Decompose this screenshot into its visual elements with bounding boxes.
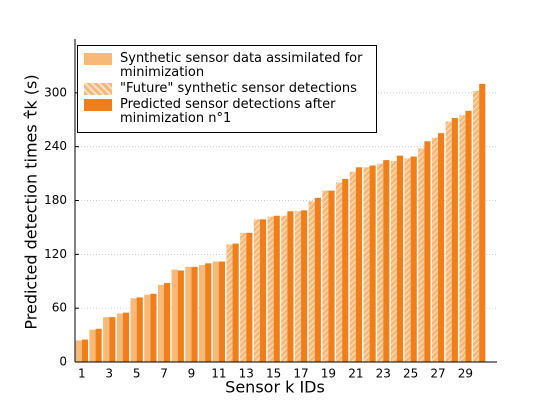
x-tick-label: 5 [133,367,141,381]
bar [451,117,458,362]
legend-swatch [84,53,112,65]
bar [465,110,472,363]
bar [459,115,466,362]
bar [431,137,439,362]
x-axis-title: Sensor k IDs [225,378,325,397]
x-tick-label: 13 [239,367,254,381]
bar [109,317,116,362]
bar [355,167,363,362]
legend-label: Synthetic sensor data assimilated for mi… [120,51,363,80]
bar [273,215,280,362]
bar [259,219,267,362]
bar [89,329,96,362]
x-tick-label: 1 [78,367,86,381]
bar [335,182,343,362]
bar [198,265,206,362]
bar [287,211,294,362]
bar [191,266,198,362]
x-tick-label: 21 [348,367,363,381]
legend-swatch [84,99,112,111]
bar [328,190,335,362]
bar [253,219,260,362]
y-tick-label: 240 [44,139,67,153]
bar [294,211,302,362]
bar [314,197,321,362]
bar [164,283,171,362]
bar [130,298,137,362]
bar [308,201,315,362]
bar [246,232,253,362]
bar [445,121,452,363]
x-tick-label: 11 [211,367,226,381]
x-tick-label: 17 [293,367,308,381]
bar [438,133,445,362]
bar [205,263,212,362]
x-tick-label: 27 [430,367,445,381]
bar [75,340,82,362]
bar [369,165,376,362]
x-tick-label: 19 [321,367,336,381]
y-tick-label: 180 [44,193,67,207]
legend-entry: Predicted sensor detections after minimi… [84,98,370,126]
bar [301,210,308,362]
y-axis-title: Predicted detection times τ̂k (s) [22,74,41,329]
bar [122,312,130,362]
bar [136,297,143,362]
legend-label: "Future" synthetic sensor detections [120,81,357,96]
bar [232,243,239,362]
bar [363,167,370,362]
bar [150,293,157,362]
bar [157,284,165,362]
x-tick-label: 25 [403,367,418,381]
bar [322,190,329,362]
x-tick-label: 15 [266,367,281,381]
legend-swatch [84,83,112,95]
bar [418,148,425,362]
legend-label: Predicted sensor detections after minimi… [120,97,336,126]
bar [342,178,349,362]
bar [81,339,89,362]
bar [472,91,480,363]
bar [410,156,417,362]
bar [95,328,102,362]
bar [396,155,404,362]
bar [424,141,431,362]
x-tick-label: 23 [376,367,391,381]
x-tick-label: 29 [458,367,473,381]
bar [349,171,356,362]
bar [267,216,274,362]
bar [479,83,486,362]
x-tick-label: 9 [188,367,196,381]
bar [103,317,110,362]
bar [240,232,247,362]
bar [281,215,288,362]
bar [390,161,397,362]
bar [177,270,184,362]
bar [226,244,233,362]
bar [404,158,411,362]
bar [116,313,123,362]
y-tick-label: 0 [59,355,67,369]
bar [377,163,384,362]
bar [144,294,151,362]
x-tick-label: 3 [105,367,113,381]
legend: Synthetic sensor data assimilated for mi… [77,45,377,133]
bar [383,160,390,362]
legend-entry: "Future" synthetic sensor detections [84,82,370,96]
bar [185,266,192,362]
bar [171,269,178,362]
legend-entry: Synthetic sensor data assimilated for mi… [84,52,370,80]
x-tick-label: 7 [160,367,168,381]
bar [212,261,219,362]
y-tick-label: 60 [52,301,67,315]
bar [218,261,226,362]
y-tick-label: 300 [44,85,67,99]
y-tick-label: 120 [44,247,67,261]
